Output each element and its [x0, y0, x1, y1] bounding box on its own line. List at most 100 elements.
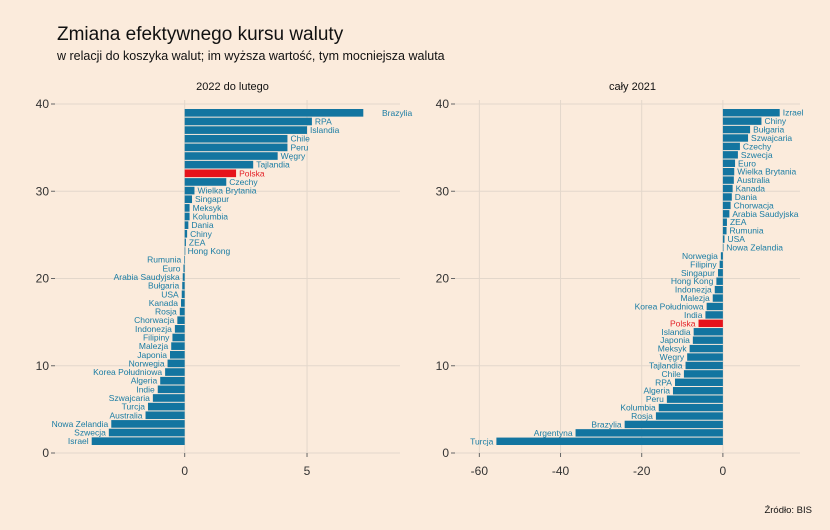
- bar-israel: [91, 437, 185, 445]
- bar-label-rpa: RPA: [315, 116, 332, 126]
- bar-kanada: [722, 184, 733, 193]
- bar-meksyk: [184, 204, 190, 212]
- bar-rosja: [655, 412, 723, 420]
- bar-label-arabia-saudyjska: Arabia Saudyjska: [114, 272, 180, 282]
- bar-tajlandia: [685, 361, 723, 370]
- bar-label-norwegia: Norwegia: [682, 251, 718, 261]
- bar-label-india: India: [684, 310, 703, 320]
- y-tick-label: 10: [36, 359, 50, 373]
- bar-label-polska: Polska: [670, 318, 696, 328]
- y-tick-label: 30: [436, 184, 450, 198]
- bar-label-filipiny: Filipiny: [143, 332, 170, 342]
- bar-label-zea: ZEA: [189, 237, 206, 247]
- bar-nowa-zelandia: [111, 420, 185, 428]
- bar-usa: [722, 235, 725, 243]
- bar-label-hong-kong: Hong Kong: [188, 246, 231, 256]
- x-tick-label: -20: [633, 464, 651, 478]
- bar-label-algeria: Algeria: [131, 376, 158, 386]
- bar-label-malezja: Malezja: [680, 293, 710, 303]
- bar-wegry: [184, 152, 278, 160]
- bar-szwajcaria: [722, 134, 749, 142]
- bar-chorwacja: [177, 316, 185, 325]
- bar-dania: [184, 221, 189, 229]
- bar-label-indie: Indie: [136, 384, 155, 394]
- bar-australia: [145, 411, 185, 420]
- bar-kanada: [181, 299, 185, 307]
- bar-label-rosja: Rosja: [631, 411, 653, 421]
- bar-label-brazylia: Brazylia: [382, 108, 413, 118]
- bar-label-algeria: Algeria: [643, 386, 670, 396]
- bar-label-usa: USA: [728, 234, 746, 244]
- bar-australia: [722, 176, 734, 184]
- bar-label-japonia: Japonia: [137, 350, 167, 360]
- bar-japonia: [692, 336, 723, 344]
- bar-label-peru: Peru: [646, 394, 664, 404]
- bar-wegry: [687, 353, 723, 361]
- bar-usa: [181, 290, 185, 299]
- bar-label-kolumbia: Kolumbia: [620, 403, 656, 413]
- bar-malezja: [171, 342, 185, 350]
- bar-argentyna: [575, 429, 723, 437]
- bar-label-islandia: Islandia: [310, 125, 340, 135]
- bar-label-szwajcaria: Szwajcaria: [109, 393, 150, 403]
- bar-label-japonia: Japonia: [660, 335, 690, 345]
- bar-korea-poludniowa: [165, 368, 185, 376]
- bar-arabia-saudyjska: [722, 210, 730, 218]
- bar-korea-poludniowa: [706, 302, 723, 311]
- bar-label-turcja: Turcja: [122, 402, 146, 412]
- y-tick-label: 40: [436, 97, 450, 111]
- bar-peru: [184, 143, 288, 152]
- bar-label-rumunia: Rumunia: [147, 255, 181, 265]
- source-note: Źródło: BIS: [764, 505, 812, 516]
- bar-label-wegry: Węgry: [660, 352, 685, 362]
- bar-label-australia: Australia: [737, 175, 770, 185]
- bar-singapur: [184, 195, 193, 204]
- bar-rosja: [179, 307, 185, 316]
- x-tick-label: 5: [304, 464, 311, 478]
- y-tick-label: 0: [42, 446, 49, 460]
- bar-label-czechy: Czechy: [743, 141, 772, 151]
- bar-label-indonezja: Indonezja: [135, 324, 172, 334]
- bar-label-indonezja: Indonezja: [675, 285, 712, 295]
- bar-label-meksyk: Meksyk: [193, 203, 223, 213]
- bar-label-bulgaria: Bułgaria: [753, 125, 784, 135]
- bar-rumunia: [722, 226, 727, 235]
- bar-filipiny: [172, 333, 185, 342]
- bar-szwecja: [108, 428, 185, 437]
- bar-label-hong-kong: Hong Kong: [671, 276, 714, 286]
- panel-title: 2022 do lutego: [196, 81, 269, 93]
- bar-label-malezja: Malezja: [139, 341, 169, 351]
- bar-meksyk: [689, 344, 723, 353]
- bar-peru: [666, 395, 723, 403]
- y-tick-label: 40: [36, 97, 50, 111]
- bar-label-kolumbia: Kolumbia: [193, 212, 229, 222]
- bar-label-rosja: Rosja: [155, 307, 177, 317]
- bar-turcja: [147, 402, 185, 411]
- panel-2022: 2022 do lutego 0 10 20 30 40 0 5 Brazylia RPAIsla…: [36, 81, 413, 478]
- bar-label-czechy: Czechy: [229, 177, 258, 187]
- bar-label-chiny: Chiny: [764, 116, 786, 126]
- bar-label-chorwacja: Chorwacja: [134, 315, 174, 325]
- bar-hong-kong: [716, 277, 723, 285]
- bar-polska: [184, 169, 237, 178]
- y-tick-label: 30: [36, 184, 50, 198]
- bar-szwajcaria: [152, 394, 185, 402]
- bar-label-nowa-zelandia: Nowa Zelandia: [52, 419, 109, 429]
- bar-filipiny: [719, 260, 723, 269]
- bar-chiny: [722, 117, 762, 125]
- bar-label-brazylia: Brazylia: [591, 419, 622, 429]
- bar-czechy: [722, 142, 740, 151]
- bar-label-korea-poludniowa: Korea Południowa: [93, 367, 162, 377]
- bar-label-dania: Dania: [191, 220, 213, 230]
- bar-japonia: [170, 350, 185, 359]
- bar-label-szwajcaria: Szwajcaria: [751, 133, 792, 143]
- bar-label-chile: Chile: [662, 369, 682, 379]
- bar-bulgaria: [182, 281, 185, 290]
- bar-algeria: [672, 387, 723, 395]
- bar-turcja: [496, 437, 723, 445]
- bar-singapur: [718, 269, 723, 277]
- bar-label-chorwacja: Chorwacja: [734, 200, 774, 210]
- bar-wielka-brytania: [184, 186, 195, 195]
- bar-label-norwegia: Norwegia: [129, 358, 165, 368]
